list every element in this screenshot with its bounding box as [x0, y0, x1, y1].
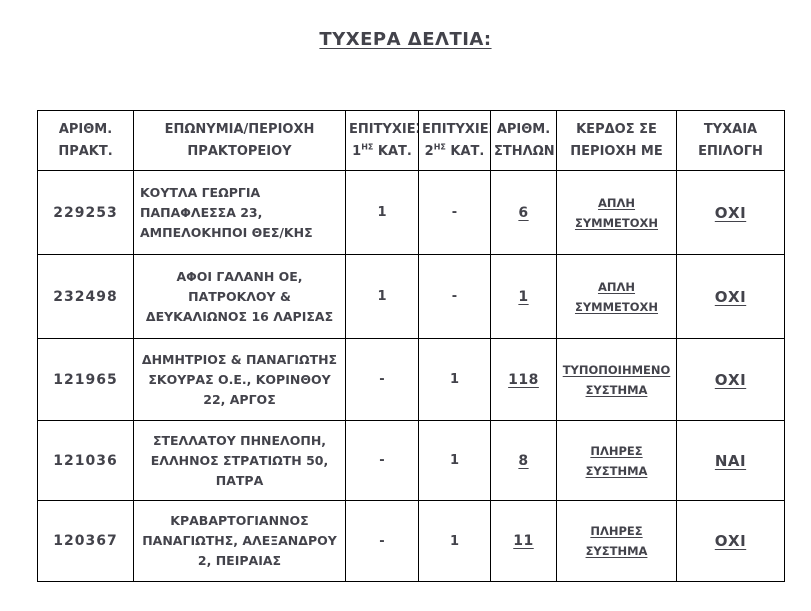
- header-wins-cat2-line2: 2ΗΣ ΚΑΤ.: [422, 141, 487, 163]
- header-wins-cat2-num: 2: [424, 144, 434, 159]
- agency-name-cell: ΣΤΕΛΛΑΤΟΥ ΠΗΝΕΛΟΠΗ, ΕΛΛΗΝΟΣ ΣΤΡΑΤΙΩΤΗ 50…: [133, 420, 346, 501]
- random-pick-cell: ΟΧΙ: [676, 170, 785, 255]
- header-columns-count-label: ΑΡΙΘΜ. ΣΤΗΛΩΝ: [494, 122, 555, 159]
- header-wins-cat1: ΕΠΙΤΥΧΙΕΣ 1ΗΣ ΚΑΤ.: [345, 110, 419, 171]
- columns-count-cell: 1: [490, 254, 557, 339]
- wins-cat2-cell: 1: [418, 420, 491, 501]
- random-pick-cell: ΝΑΙ: [676, 420, 785, 501]
- wins-cat1-cell: -: [345, 500, 419, 582]
- header-win-type-label: ΚΕΡΔΟΣ ΣΕ ΠΕΡΙΟΧΗ ΜΕ: [570, 122, 663, 159]
- agency-name-cell: ΚΡΑΒΑΡΤΟΓΙΑΝΝΟΣ ΠΑΝΑΓΙΩΤΗΣ, ΑΛΕΞΑΝΔΡΟΥ 2…: [133, 500, 346, 582]
- table-header-row: ΑΡΙΘΜ. ΠΡΑΚΤ. ΕΠΩΝΥΜΙΑ/ΠΕΡΙΟΧΗ ΠΡΑΚΤΟΡΕΙ…: [37, 110, 785, 171]
- header-columns-count: ΑΡΙΘΜ. ΣΤΗΛΩΝ: [490, 110, 557, 171]
- agency-name-cell: ΚΟΥΤΛΑ ΓΕΩΡΓΙΑ ΠΑΠΑΦΛΕΣΣΑ 23, ΑΜΠΕΛΟΚΗΠΟ…: [133, 170, 346, 255]
- header-win-type: ΚΕΡΔΟΣ ΣΕ ΠΕΡΙΟΧΗ ΜΕ: [556, 110, 677, 171]
- header-wins-cat1-sup: ΗΣ: [361, 142, 374, 152]
- wins-cat1-cell: -: [345, 420, 419, 501]
- agency-number-cell: 120367: [37, 500, 134, 582]
- header-agency-name-region-label: ΕΠΩΝΥΜΙΑ/ΠΕΡΙΟΧΗ ΠΡΑΚΤΟΡΕΙΟΥ: [164, 122, 315, 159]
- header-agency-name-region: ΕΠΩΝΥΜΙΑ/ΠΕΡΙΟΧΗ ΠΡΑΚΤΟΡΕΙΟΥ: [133, 110, 346, 171]
- header-agency-number: ΑΡΙΘΜ. ΠΡΑΚΤ.: [37, 110, 134, 171]
- win-type-cell: ΑΠΛΗ ΣΥΜΜΕΤΟΧΗ: [556, 170, 677, 255]
- page-title: ΤΥΧΕΡΑ ΔΕΛΤΙΑ:: [319, 29, 492, 50]
- random-pick-cell: ΟΧΙ: [676, 338, 785, 421]
- random-pick-cell: ΟΧΙ: [676, 500, 785, 582]
- header-wins-cat1-line1: ΕΠΙΤΥΧΙΕΣ: [349, 122, 419, 137]
- table-row: 121965 ΔΗΜΗΤΡΙΟΣ & ΠΑΝΑΓΙΩΤΗΣ ΣΚΟΥΡΑΣ Ο.…: [37, 338, 785, 421]
- wins-cat2-cell: 1: [418, 338, 491, 421]
- header-wins-cat1-line2: 1ΗΣ ΚΑΤ.: [349, 141, 415, 163]
- header-random-pick-label: ΤΥΧΑΙΑ ΕΠΙΛΟΓΗ: [698, 122, 763, 159]
- wins-cat1-cell: 1: [345, 170, 419, 255]
- columns-count-cell: 8: [490, 420, 557, 501]
- header-wins-cat2-rest: ΚΑΤ.: [450, 144, 485, 159]
- wins-cat2-cell: -: [418, 254, 491, 339]
- header-wins-cat1-num: 1: [352, 144, 362, 159]
- table-row: 232498 ΑΦΟΙ ΓΑΛΑΝΗ ΟΕ, ΠΑΤΡΟΚΛΟΥ & ΔΕΥΚΑ…: [37, 254, 785, 339]
- header-wins-cat2: ΕΠΙΤΥΧΙΕΣ 2ΗΣ ΚΑΤ.: [418, 110, 491, 171]
- agency-number-cell: 232498: [37, 254, 134, 339]
- columns-count-cell: 11: [490, 500, 557, 582]
- header-wins-cat2-sup: ΗΣ: [433, 142, 446, 152]
- wins-cat2-cell: 1: [418, 500, 491, 582]
- table-row: 121036 ΣΤΕΛΛΑΤΟΥ ΠΗΝΕΛΟΠΗ, ΕΛΛΗΝΟΣ ΣΤΡΑΤ…: [37, 420, 785, 501]
- win-type-cell: ΠΛΗΡΕΣ ΣΥΣΤΗΜΑ: [556, 420, 677, 501]
- table-row: 229253 ΚΟΥΤΛΑ ΓΕΩΡΓΙΑ ΠΑΠΑΦΛΕΣΣΑ 23, ΑΜΠ…: [37, 170, 785, 255]
- wins-cat1-cell: -: [345, 338, 419, 421]
- agency-name-cell: ΔΗΜΗΤΡΙΟΣ & ΠΑΝΑΓΙΩΤΗΣ ΣΚΟΥΡΑΣ Ο.Ε., ΚΟΡ…: [133, 338, 346, 421]
- header-agency-number-label: ΑΡΙΘΜ. ΠΡΑΚΤ.: [58, 122, 113, 159]
- win-type-cell: ΠΛΗΡΕΣ ΣΥΣΤΗΜΑ: [556, 500, 677, 582]
- agency-number-cell: 121036: [37, 420, 134, 501]
- lucky-tickets-table: ΑΡΙΘΜ. ΠΡΑΚΤ. ΕΠΩΝΥΜΙΑ/ΠΕΡΙΟΧΗ ΠΡΑΚΤΟΡΕΙ…: [37, 110, 785, 582]
- win-type-cell: ΤΥΠΟΠΟΙΗΜΕΝΟ ΣΥΣΤΗΜΑ: [556, 338, 677, 421]
- wins-cat2-cell: -: [418, 170, 491, 255]
- win-type-cell: ΑΠΛΗ ΣΥΜΜΕΤΟΧΗ: [556, 254, 677, 339]
- columns-count-cell: 118: [490, 338, 557, 421]
- wins-cat1-cell: 1: [345, 254, 419, 339]
- agency-number-cell: 121965: [37, 338, 134, 421]
- agency-name-cell: ΑΦΟΙ ΓΑΛΑΝΗ ΟΕ, ΠΑΤΡΟΚΛΟΥ & ΔΕΥΚΑΛΙΩΝΟΣ …: [133, 254, 346, 339]
- header-wins-cat1-rest: ΚΑΤ.: [377, 144, 412, 159]
- header-wins-cat2-line1: ΕΠΙΤΥΧΙΕΣ: [422, 122, 491, 137]
- columns-count-cell: 6: [490, 170, 557, 255]
- header-random-pick: ΤΥΧΑΙΑ ΕΠΙΛΟΓΗ: [676, 110, 785, 171]
- table-row: 120367 ΚΡΑΒΑΡΤΟΓΙΑΝΝΟΣ ΠΑΝΑΓΙΩΤΗΣ, ΑΛΕΞΑ…: [37, 500, 785, 582]
- random-pick-cell: ΟΧΙ: [676, 254, 785, 339]
- agency-number-cell: 229253: [37, 170, 134, 255]
